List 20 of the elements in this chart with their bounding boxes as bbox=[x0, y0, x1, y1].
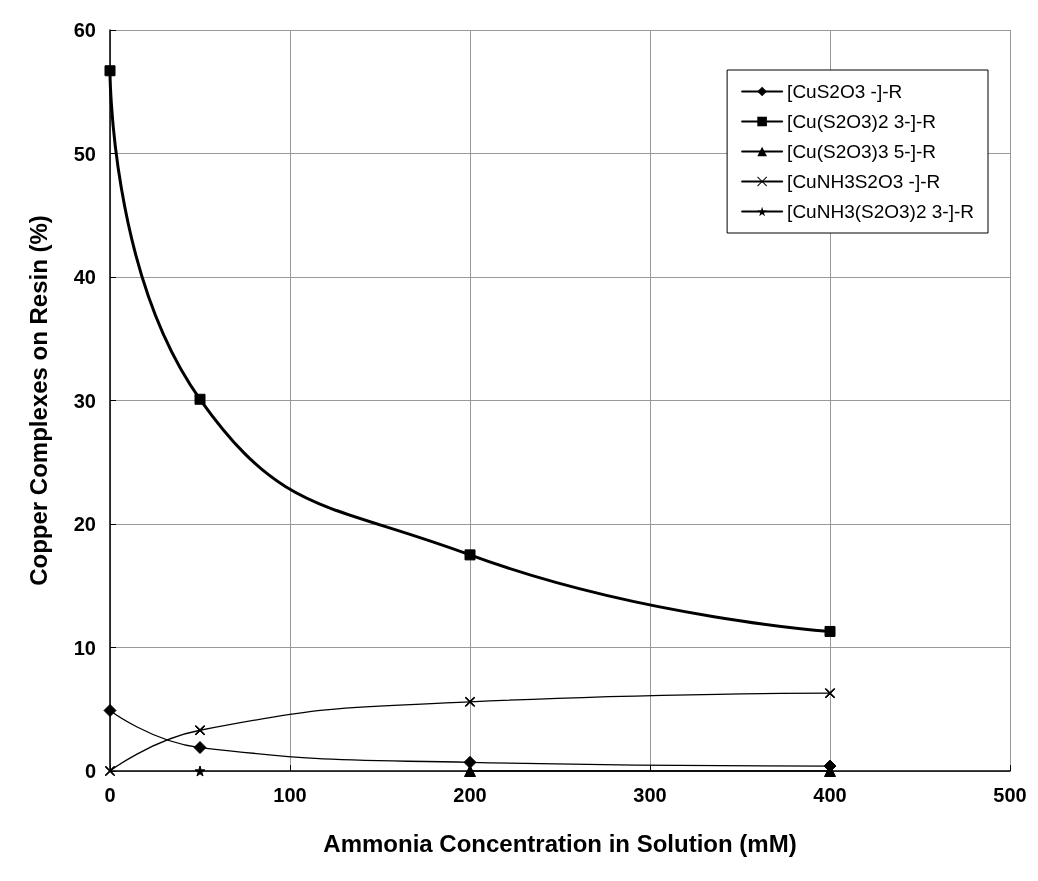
y-tick-label: 30 bbox=[73, 389, 96, 412]
x-tick-label: 100 bbox=[273, 784, 307, 806]
x-tick-label: 500 bbox=[993, 784, 1027, 806]
legend-label: [Cu(S2O3)3 5-]-R bbox=[787, 141, 936, 162]
y-tick-label: 0 bbox=[84, 760, 96, 782]
legend-label: [CuS2O3 -]-R bbox=[787, 81, 903, 102]
legend-label: [CuNH3S2O3 -]-R bbox=[787, 171, 941, 192]
x-axis-title: Ammonia Concentration in Solution (mM) bbox=[323, 829, 797, 857]
x-tick-label: 200 bbox=[453, 784, 487, 806]
x-tick-label: 300 bbox=[633, 784, 667, 806]
y-axis-title: Copper Complexes on Resin (%) bbox=[24, 215, 52, 586]
x-tick-label: 0 bbox=[104, 784, 116, 806]
y-tick-label: 20 bbox=[73, 513, 96, 535]
legend-label: [CuNH3(S2O3)2 3-]-R bbox=[787, 201, 975, 222]
y-tick-label: 10 bbox=[73, 636, 96, 659]
y-tick-label: 50 bbox=[73, 142, 96, 165]
y-tick-label: 60 bbox=[73, 19, 96, 41]
legend-label: [Cu(S2O3)2 3-]-R bbox=[787, 111, 936, 132]
x-tick-label: 400 bbox=[813, 784, 847, 806]
y-tick-label: 40 bbox=[73, 266, 96, 288]
